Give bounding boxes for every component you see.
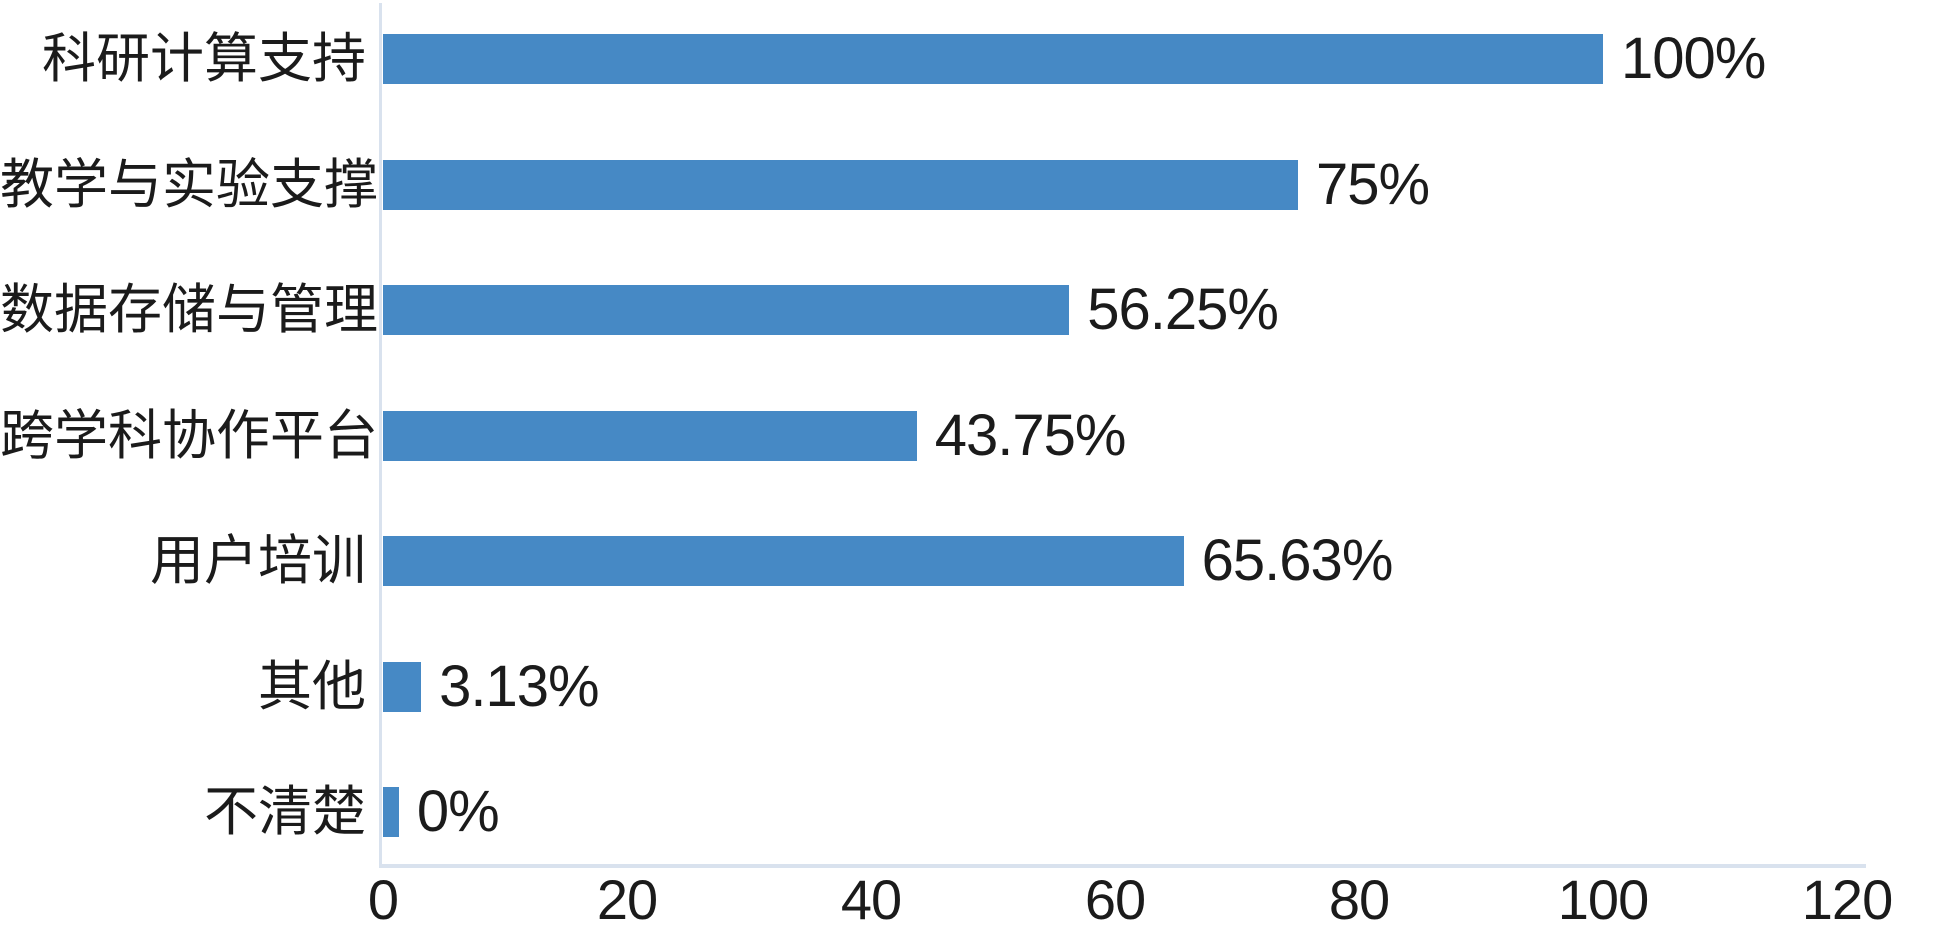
bar xyxy=(383,34,1603,84)
value-label: 43.75% xyxy=(934,402,1127,468)
category-label: 不清楚 xyxy=(204,782,366,842)
category-label: 数据存储与管理 xyxy=(0,280,378,340)
category-label: 跨学科协作平台 xyxy=(0,405,378,466)
x-tick-label: 100 xyxy=(1557,868,1649,931)
x-axis-line xyxy=(379,864,1866,868)
bar xyxy=(383,787,399,837)
value-label: 3.13% xyxy=(439,653,599,719)
value-label: 56.25% xyxy=(1087,277,1279,342)
bar xyxy=(383,536,1184,586)
value-label: 0% xyxy=(416,779,500,844)
bar xyxy=(383,410,917,461)
bar xyxy=(383,285,1070,335)
x-tick-label: 0 xyxy=(367,868,399,931)
value-label: 100% xyxy=(1621,26,1766,91)
x-tick-label: 120 xyxy=(1801,868,1893,931)
bar xyxy=(383,661,422,712)
y-axis-line xyxy=(379,3,382,866)
category-label: 教学与实验支撑 xyxy=(0,154,378,215)
category-label: 其他 xyxy=(258,656,366,717)
x-tick-label: 40 xyxy=(840,868,902,931)
bar xyxy=(383,159,1298,210)
category-label: 科研计算支持 xyxy=(42,29,366,89)
value-label: 75% xyxy=(1316,151,1430,217)
x-tick-label: 20 xyxy=(596,868,658,931)
value-label: 65.63% xyxy=(1201,528,1394,593)
x-tick-label: 80 xyxy=(1328,868,1390,931)
x-tick-label: 60 xyxy=(1084,868,1146,931)
category-label: 用户培训 xyxy=(150,531,366,591)
